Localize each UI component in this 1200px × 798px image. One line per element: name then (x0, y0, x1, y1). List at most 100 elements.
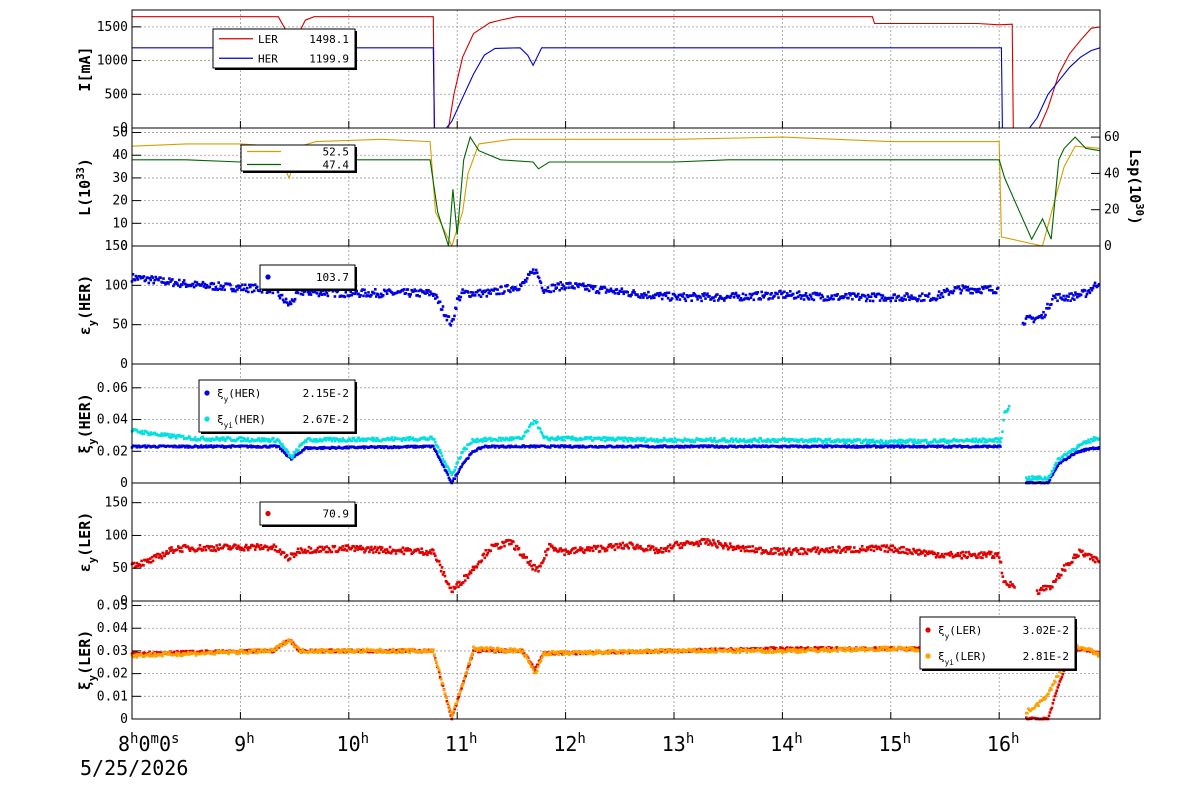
data-point (449, 324, 453, 327)
data-point (273, 548, 277, 552)
data-point (898, 547, 901, 550)
y-tick-label: 0 (120, 121, 128, 136)
data-point (753, 550, 757, 554)
data-point (768, 552, 771, 555)
data-point (469, 295, 472, 299)
data-point (421, 446, 424, 449)
data-point (411, 444, 414, 448)
data-point (570, 438, 573, 441)
data-point (212, 546, 216, 549)
data-point (664, 294, 668, 298)
data-point (204, 439, 208, 442)
data-point (607, 438, 611, 441)
data-point (1000, 437, 1003, 440)
y-tick-label: 50 (112, 318, 128, 333)
data-point (149, 278, 152, 282)
data-point (430, 552, 433, 555)
data-point (615, 288, 619, 291)
data-point (559, 547, 563, 550)
data-point (766, 291, 769, 295)
data-point (707, 444, 711, 447)
data-point (379, 292, 383, 296)
data-point (789, 550, 792, 554)
data-point (236, 547, 239, 550)
data-point (622, 292, 625, 296)
data-point (723, 542, 727, 545)
data-point (806, 646, 810, 649)
data-point (231, 546, 234, 549)
data-point (520, 554, 524, 557)
data-point (322, 548, 326, 551)
data-point (776, 292, 779, 296)
data-point (971, 291, 974, 295)
data-point (438, 676, 442, 679)
data-point (955, 554, 959, 557)
data-point (406, 547, 410, 550)
data-point (983, 440, 986, 444)
legend-entry-name: HER (258, 52, 278, 65)
data-point (1035, 589, 1039, 592)
data-point (944, 289, 948, 293)
data-point (239, 284, 242, 288)
data-point (526, 429, 530, 433)
data-point (1056, 575, 1059, 578)
data-point (479, 560, 483, 564)
data-point (154, 555, 158, 559)
data-point (1088, 553, 1091, 556)
data-point (739, 549, 743, 552)
data-point (425, 549, 428, 553)
data-point (453, 469, 456, 472)
data-point (247, 548, 250, 552)
data-point (579, 436, 582, 440)
legend: 70.9 (259, 501, 357, 527)
data-point (469, 571, 473, 575)
data-point (777, 296, 780, 299)
data-point (201, 435, 205, 439)
data-point (794, 438, 798, 441)
data-point (330, 550, 334, 554)
data-point (706, 445, 710, 449)
data-point (209, 549, 213, 552)
data-point (887, 546, 891, 550)
data-point (728, 542, 732, 545)
data-point (899, 445, 903, 449)
data-point (878, 299, 882, 302)
data-point (598, 437, 602, 440)
data-point (162, 277, 165, 280)
data-point (659, 440, 663, 443)
data-point (170, 546, 173, 549)
data-point (199, 284, 203, 287)
data-point (589, 435, 593, 439)
legend-box (212, 28, 356, 69)
data-point (317, 550, 321, 553)
data-point (669, 298, 673, 302)
data-point (825, 547, 828, 550)
data-point (413, 444, 416, 448)
data-point (808, 438, 812, 441)
data-point (470, 568, 474, 572)
data-point (418, 295, 421, 298)
data-point (187, 547, 191, 551)
data-point (894, 299, 897, 302)
data-point (481, 440, 484, 443)
data-point (456, 297, 460, 301)
data-point (755, 550, 759, 553)
data-point (377, 293, 380, 296)
data-point (761, 294, 764, 298)
data-point (593, 285, 597, 288)
data-point (621, 436, 625, 440)
data-point (1062, 564, 1066, 567)
data-point (721, 437, 724, 441)
data-point (441, 573, 445, 576)
data-point (1029, 478, 1033, 481)
data-point (445, 580, 449, 584)
data-point (849, 439, 852, 442)
data-point (433, 292, 436, 296)
data-point (555, 286, 558, 289)
data-point (667, 439, 671, 443)
data-point (690, 299, 693, 302)
data-point (610, 438, 614, 442)
data-point (348, 437, 351, 441)
data-point (581, 284, 584, 287)
data-point (1053, 694, 1057, 698)
